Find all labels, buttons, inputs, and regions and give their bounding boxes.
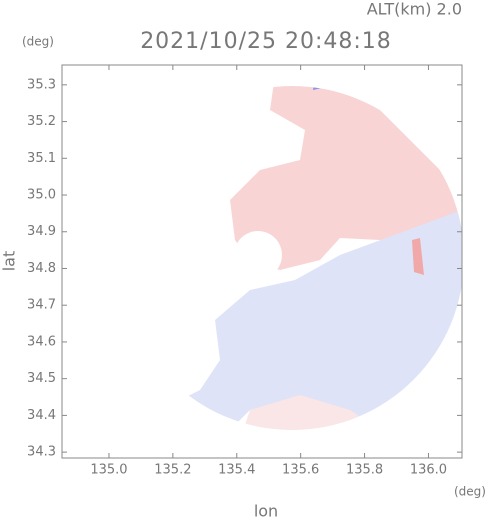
positive-region xyxy=(230,86,462,270)
positive-region xyxy=(412,238,424,275)
plot-frame xyxy=(61,64,463,459)
y-tick-label: 35.0 xyxy=(27,188,56,203)
y-axis-label: lat xyxy=(0,251,19,272)
negative-region xyxy=(160,210,462,430)
y-tick-label: 34.3 xyxy=(27,445,56,460)
x-tick-label: 136.0 xyxy=(410,463,447,478)
y-tick-label: 34.5 xyxy=(27,371,56,386)
y-unit: (deg) xyxy=(22,35,54,49)
y-tick-label: 35.1 xyxy=(27,151,56,166)
negative-region xyxy=(313,86,325,90)
y-tick-label: 34.9 xyxy=(27,224,56,239)
y-tick-label: 34.7 xyxy=(27,298,56,313)
y-tick-label: 35.3 xyxy=(27,77,56,92)
x-tick-label: 135.6 xyxy=(282,463,319,478)
y-tick-label: 34.4 xyxy=(27,408,56,423)
y-tick-label: 35.2 xyxy=(27,114,56,129)
x-tick-label: 135.0 xyxy=(90,463,127,478)
subtitle: ALT(km) 2.0 xyxy=(367,0,462,19)
x-tick-label: 135.2 xyxy=(154,463,191,478)
x-tick-label: 135.8 xyxy=(346,463,383,478)
x-axis-label: lon xyxy=(254,502,278,521)
y-tick-label: 34.8 xyxy=(27,261,56,276)
x-tick-label: 135.4 xyxy=(218,463,255,478)
x-unit: (deg) xyxy=(454,485,486,499)
y-tick-label: 34.6 xyxy=(27,334,56,349)
chart-title: 2021/10/25 20:48:18 xyxy=(140,29,392,54)
radar-field xyxy=(160,86,462,430)
negative-region xyxy=(165,400,200,430)
